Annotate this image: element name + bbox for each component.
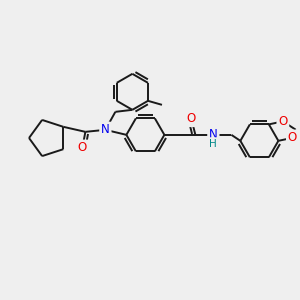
Text: O: O	[278, 115, 287, 128]
Text: N: N	[209, 128, 218, 141]
Text: O: O	[288, 131, 297, 144]
Text: O: O	[78, 141, 87, 154]
Text: H: H	[209, 139, 217, 149]
Text: N: N	[101, 123, 110, 136]
Text: O: O	[187, 112, 196, 125]
